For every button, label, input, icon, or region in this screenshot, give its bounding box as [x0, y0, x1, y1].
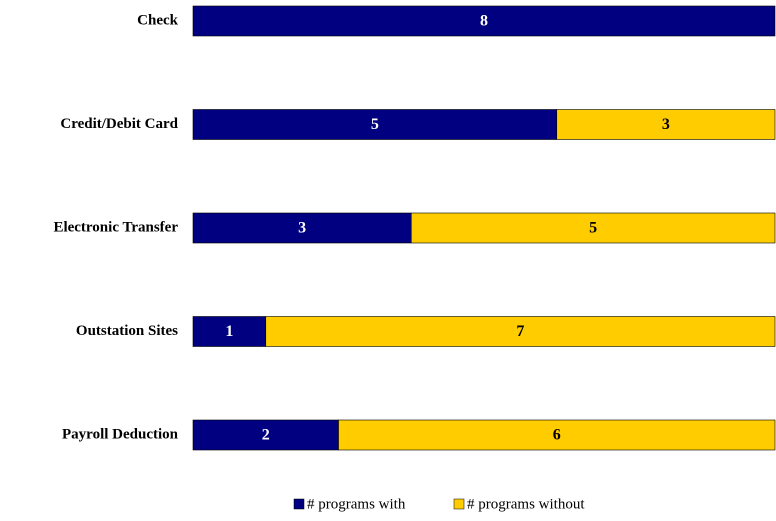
- legend-label: # programs with: [307, 496, 406, 512]
- data-label: 3: [662, 116, 670, 133]
- legend-label: # programs without: [467, 496, 585, 512]
- bar-segment: [192, 109, 558, 140]
- bar-segment: [338, 419, 776, 451]
- bar-segment: [556, 109, 776, 140]
- bar-segment: [192, 5, 776, 37]
- data-label: 1: [225, 323, 233, 340]
- data-label: 3: [298, 220, 306, 237]
- legend-swatch: [453, 498, 465, 510]
- data-label: 5: [371, 116, 379, 133]
- bar-segment: [192, 419, 339, 451]
- category-label: Check: [137, 12, 178, 28]
- data-label: 2: [262, 427, 270, 444]
- bar-segment: [192, 316, 267, 347]
- data-label: 6: [553, 427, 561, 444]
- category-label: Outstation Sites: [76, 323, 178, 339]
- category-label: Credit/Debit Card: [60, 116, 178, 132]
- legend-swatch: [293, 498, 305, 510]
- data-label: 7: [516, 323, 524, 340]
- category-label: Payroll Deduction: [62, 426, 179, 442]
- bar-segment: [265, 316, 776, 347]
- bar-segment: [410, 212, 776, 244]
- data-label: 5: [589, 220, 597, 237]
- category-label: Electronic Transfer: [53, 219, 178, 235]
- data-label: 8: [480, 13, 488, 30]
- bar-segment: [192, 212, 412, 244]
